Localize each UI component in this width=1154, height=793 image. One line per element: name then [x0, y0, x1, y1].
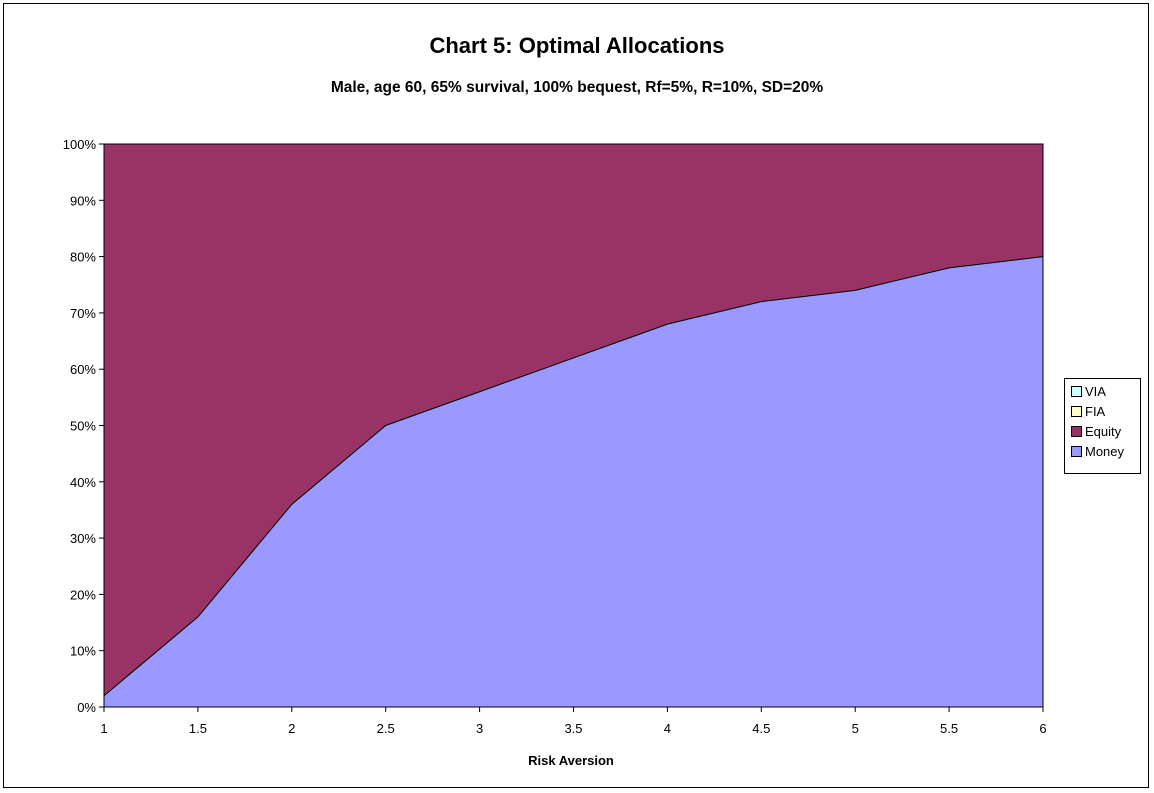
legend-label: Equity [1085, 423, 1122, 439]
y-tick-label: 90% [70, 193, 96, 208]
legend-item-equity: Equity [1065, 421, 1140, 441]
x-tick-label: 2 [288, 721, 295, 736]
y-tick-label: 0% [77, 700, 96, 715]
legend-item-fia: FIA [1065, 401, 1140, 421]
legend-label: VIA [1085, 383, 1106, 399]
chart-subtitle: Male, age 60, 65% survival, 100% bequest… [330, 79, 824, 96]
x-tick-label: 4 [664, 721, 671, 736]
y-tick-label: 70% [70, 306, 96, 321]
y-tick-label: 80% [70, 250, 96, 265]
y-axis: 0% 10% 20% 30% 40% 50% 60% 70% 80% 90% 100% [63, 137, 104, 715]
chart-title: Chart 5: Optimal Allocations [429, 33, 725, 58]
legend-swatch [1071, 445, 1082, 457]
x-tick-label: 6 [1039, 721, 1046, 736]
x-tick-label: 1 [100, 721, 107, 736]
x-tick-label: 2.5 [377, 721, 395, 736]
y-tick-label: 20% [70, 587, 96, 602]
area-equity [104, 144, 1043, 696]
legend-label: Money [1085, 443, 1125, 459]
x-axis: 1 1.5 2 2.5 3 3.5 4 4.5 5 5.5 6 [100, 707, 1047, 736]
y-tick-label: 60% [70, 362, 96, 377]
legend-swatch [1071, 405, 1082, 417]
x-tick-label: 1.5 [189, 721, 207, 736]
y-tick-label: 30% [70, 531, 96, 546]
x-tick-label: 3 [476, 721, 483, 736]
x-tick-label: 5.5 [940, 721, 958, 736]
y-tick-label: 40% [70, 475, 96, 490]
y-tick-label: 10% [70, 644, 96, 659]
x-axis-title: Risk Aversion [528, 753, 614, 768]
legend-swatch [1071, 425, 1082, 437]
area-money [104, 256, 1043, 707]
x-tick-label: 3.5 [564, 721, 582, 736]
legend: VIA FIA Equity Money [1064, 378, 1141, 474]
legend-item-via: VIA [1065, 381, 1140, 401]
x-tick-label: 5 [852, 721, 859, 736]
series-boundary-line [103, 256, 1044, 697]
area-layer [103, 144, 1044, 707]
legend-label: FIA [1085, 403, 1106, 419]
y-tick-label: 50% [70, 419, 96, 434]
y-tick-label: 100% [63, 137, 97, 152]
legend-swatch [1071, 385, 1082, 397]
x-tick-label: 4.5 [752, 721, 770, 736]
legend-item-money: Money [1065, 441, 1140, 461]
